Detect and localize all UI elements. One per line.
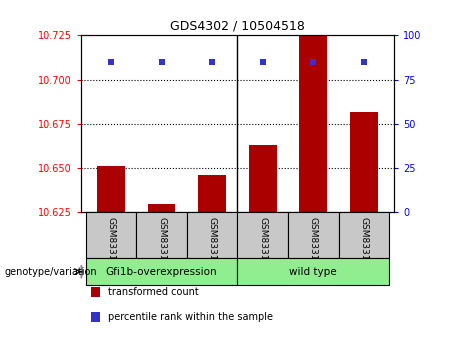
Text: wild type: wild type — [290, 267, 337, 277]
Text: GSM833178: GSM833178 — [106, 217, 116, 272]
Text: GSM833182: GSM833182 — [207, 217, 217, 272]
Title: GDS4302 / 10504518: GDS4302 / 10504518 — [170, 20, 305, 33]
Bar — [91, 287, 100, 297]
Bar — [187, 212, 237, 258]
Text: GSM833180: GSM833180 — [157, 217, 166, 272]
Bar — [91, 312, 100, 322]
Bar — [299, 35, 327, 212]
Bar — [237, 258, 389, 285]
Text: Gfi1b-overexpression: Gfi1b-overexpression — [106, 267, 218, 277]
Bar — [97, 166, 125, 212]
Text: transformed count: transformed count — [108, 287, 199, 297]
Bar — [338, 212, 389, 258]
Bar — [350, 112, 378, 212]
Bar — [86, 258, 237, 285]
Bar — [249, 145, 277, 212]
Text: GSM833177: GSM833177 — [258, 217, 267, 272]
Bar — [148, 204, 176, 212]
Bar — [86, 212, 136, 258]
Bar — [288, 212, 338, 258]
Polygon shape — [81, 265, 83, 278]
Bar — [237, 212, 288, 258]
Text: percentile rank within the sample: percentile rank within the sample — [108, 312, 273, 322]
Text: GSM833181: GSM833181 — [359, 217, 368, 272]
Text: GSM833179: GSM833179 — [309, 217, 318, 272]
Bar — [198, 175, 226, 212]
Bar — [136, 212, 187, 258]
Text: genotype/variation: genotype/variation — [5, 267, 97, 277]
